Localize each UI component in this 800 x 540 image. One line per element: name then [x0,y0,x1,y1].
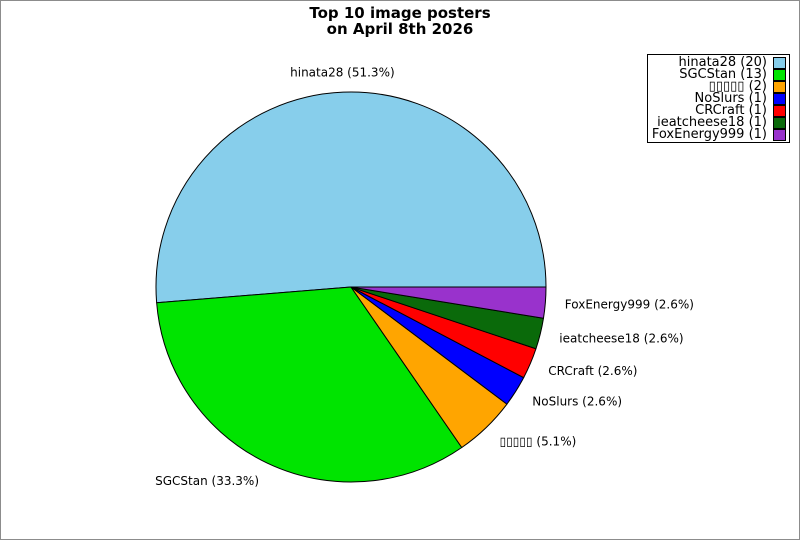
chart-title-line1: Top 10 image posters [309,4,491,22]
legend-row-sgcstan: SGCStan (13) [650,67,786,82]
pie-slice-sgcstan [156,286,463,483]
legend: hinata28 (20) SGCStan (13) ▯▯▯▯▯ (2) NoSlur… [647,54,790,143]
legend-row-foxenergy999: FoxEnergy999 (1) [650,127,786,142]
chart-title-line2: on April 8th 2026 [326,20,474,38]
legend-swatch-ieatcheese18 [773,117,786,129]
legend-swatch-hinata28 [773,57,786,69]
legend-swatch-sgcstan [773,69,786,81]
pie-slice-label-noslurs: NoSlurs (2.6%) [532,395,622,409]
legend-swatch-noslurs [773,93,786,105]
pie-slice-label-unreadable-name: ▯▯▯▯▯ (5.1%) [500,435,577,449]
legend-row-crcraft: CRCraft (1) [650,103,786,118]
legend-label-crcraft: CRCraft (1) [695,103,767,118]
pie-slice-label-sgcstan: SGCStan (33.3%) [155,474,259,488]
chart-title: Top 10 image posters on April 8th 2026 [1,5,799,37]
legend-swatch-unreadable-name [773,81,786,93]
pie-slice-label-ieatcheese18: ieatcheese18 (2.6%) [559,331,683,345]
legend-swatch-crcraft [773,105,786,117]
legend-label-ieatcheese18: ieatcheese18 (1) [657,115,767,130]
pie-slice-label-hinata28: hinata28 (51.3%) [290,66,395,80]
legend-label-unreadable-name: ▯▯▯▯▯ (2) [708,79,767,94]
legend-label-sgcstan: SGCStan (13) [679,67,767,82]
legend-row-hinata28: hinata28 (20) [650,55,786,70]
legend-label-hinata28: hinata28 (20) [678,55,767,70]
legend-label-noslurs: NoSlurs (1) [694,91,767,106]
legend-swatch-foxenergy999 [773,129,786,141]
legend-label-foxenergy999: FoxEnergy999 (1) [651,127,767,142]
pie-slice-foxenergy999 [350,286,547,319]
legend-row-noslurs: NoSlurs (1) [650,91,786,106]
pie-slice-label-foxenergy999: FoxEnergy999 (2.6%) [565,297,694,311]
legend-row-ieatcheese18: ieatcheese18 (1) [650,115,786,130]
pie-slice-label-crcraft: CRCraft (2.6%) [548,364,637,378]
legend-row-unreadable-name: ▯▯▯▯▯ (2) [650,79,786,94]
pie-slice-hinata28 [155,91,547,304]
